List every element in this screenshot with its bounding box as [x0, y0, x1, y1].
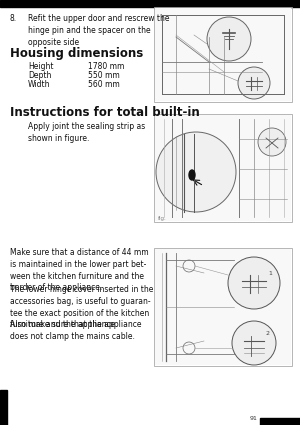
- Text: Apply joint the sealing strip as
shown in figure.: Apply joint the sealing strip as shown i…: [28, 122, 145, 143]
- Text: 2: 2: [266, 331, 270, 336]
- Bar: [0, 0, 300, 7]
- Text: Instructions for total built-in: Instructions for total built-in: [10, 106, 200, 119]
- Bar: [260, 418, 300, 425]
- Text: Make sure that a distance of 44 mm
is maintained in the lower part bet-
ween the: Make sure that a distance of 44 mm is ma…: [10, 248, 148, 292]
- Text: 560 mm: 560 mm: [88, 80, 120, 89]
- Text: 91: 91: [250, 416, 258, 421]
- Text: The lower hinge cover inserted in the
accessories bag, is useful to guaran-
tee : The lower hinge cover inserted in the ac…: [10, 285, 153, 329]
- Text: 1780 mm: 1780 mm: [88, 62, 124, 71]
- Text: 1: 1: [268, 271, 272, 276]
- Text: Height: Height: [28, 62, 53, 71]
- Circle shape: [207, 17, 251, 61]
- Ellipse shape: [189, 170, 195, 180]
- Circle shape: [238, 67, 270, 99]
- Circle shape: [156, 132, 236, 212]
- Bar: [154, 248, 292, 366]
- Text: 550 mm: 550 mm: [88, 71, 120, 80]
- Text: Housing dimensions: Housing dimensions: [10, 47, 143, 60]
- Text: Refit the upper door and rescrew the
hinge pin and the spacer on the
opposite si: Refit the upper door and rescrew the hin…: [28, 14, 170, 47]
- Bar: [155, 8, 291, 101]
- Bar: [154, 7, 292, 102]
- Text: 8.: 8.: [10, 14, 17, 23]
- Circle shape: [228, 257, 280, 309]
- Bar: [154, 114, 292, 222]
- Text: Width: Width: [28, 80, 50, 89]
- Bar: [155, 115, 291, 221]
- Bar: [0, 390, 7, 425]
- Circle shape: [258, 128, 286, 156]
- Text: Also make sure that the appliance
does not clamp the mains cable.: Also make sure that the appliance does n…: [10, 320, 142, 341]
- Circle shape: [232, 321, 276, 365]
- Bar: [155, 249, 291, 365]
- Text: Depth: Depth: [28, 71, 51, 80]
- Text: fig.: fig.: [158, 216, 167, 221]
